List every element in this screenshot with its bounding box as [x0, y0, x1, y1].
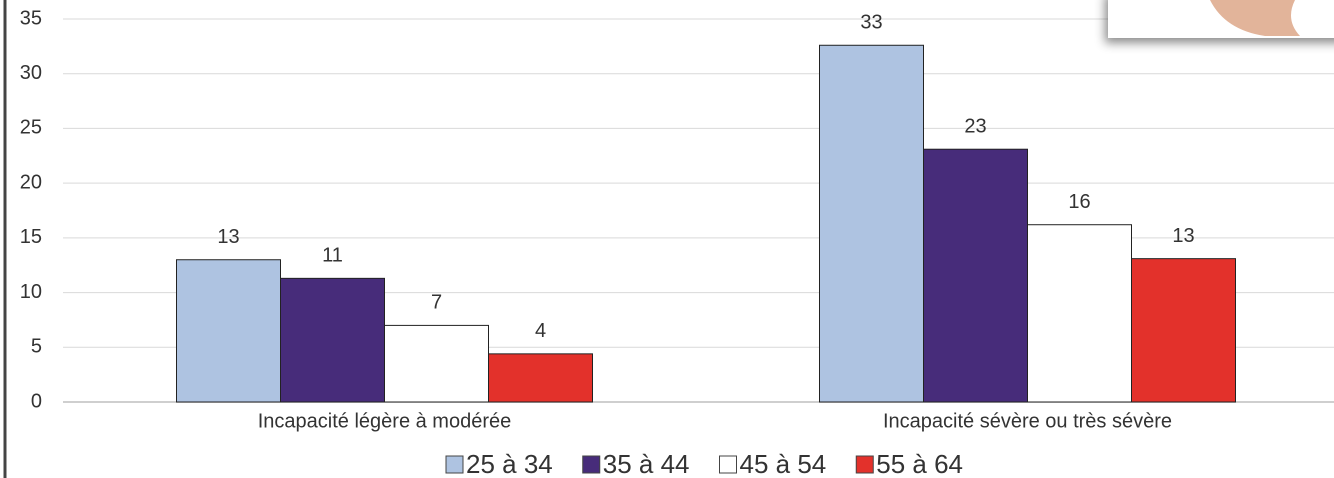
y-tick-label: 15 [20, 226, 42, 248]
value-label: 33 [860, 12, 882, 34]
bar [488, 353, 593, 403]
bar [819, 44, 924, 403]
bar [1131, 258, 1236, 403]
bar [923, 148, 1028, 403]
legend-label: 25 à 34 [466, 449, 553, 478]
x-tick-label: Incapacité sévère ou très sévère [883, 410, 1172, 432]
value-label: 13 [1172, 225, 1194, 247]
bar [176, 259, 281, 403]
bar [1027, 224, 1132, 403]
legend: 25 à 34 35 à 44 45 à 54 55 à 64 [445, 449, 963, 478]
y-tick-label: 35 [20, 7, 42, 29]
bar [280, 277, 385, 403]
legend-label: 45 à 54 [740, 449, 827, 478]
value-label: 7 [431, 292, 442, 314]
y-tick-label: 5 [31, 336, 42, 358]
y-tick-label: 20 [20, 171, 42, 193]
bar [384, 324, 489, 403]
x-tick-label: Incapacité légère à modérée [258, 410, 512, 432]
legend-label: 55 à 64 [876, 449, 963, 478]
value-label: 23 [964, 116, 986, 138]
y-tick-label: 0 [31, 390, 42, 412]
y-tick-label: 30 [20, 62, 42, 84]
value-label: 4 [535, 320, 546, 342]
y-tick-label: 10 [20, 281, 42, 303]
value-label: 13 [217, 226, 239, 248]
hand [1210, 0, 1300, 36]
photo-decoration [1108, 0, 1334, 38]
legend-swatch [445, 455, 464, 474]
legend-swatch [855, 455, 874, 474]
legend-swatch [582, 455, 601, 474]
plot-area: 0 5 10 15 20 25 30 35 Incapacité légère à modéré… [20, 7, 1334, 478]
y-tick-label: 25 [20, 117, 42, 139]
value-label: 11 [322, 245, 343, 267]
value-label: 16 [1068, 191, 1090, 213]
legend-label: 35 à 44 [603, 449, 690, 478]
legend-swatch [719, 455, 737, 474]
